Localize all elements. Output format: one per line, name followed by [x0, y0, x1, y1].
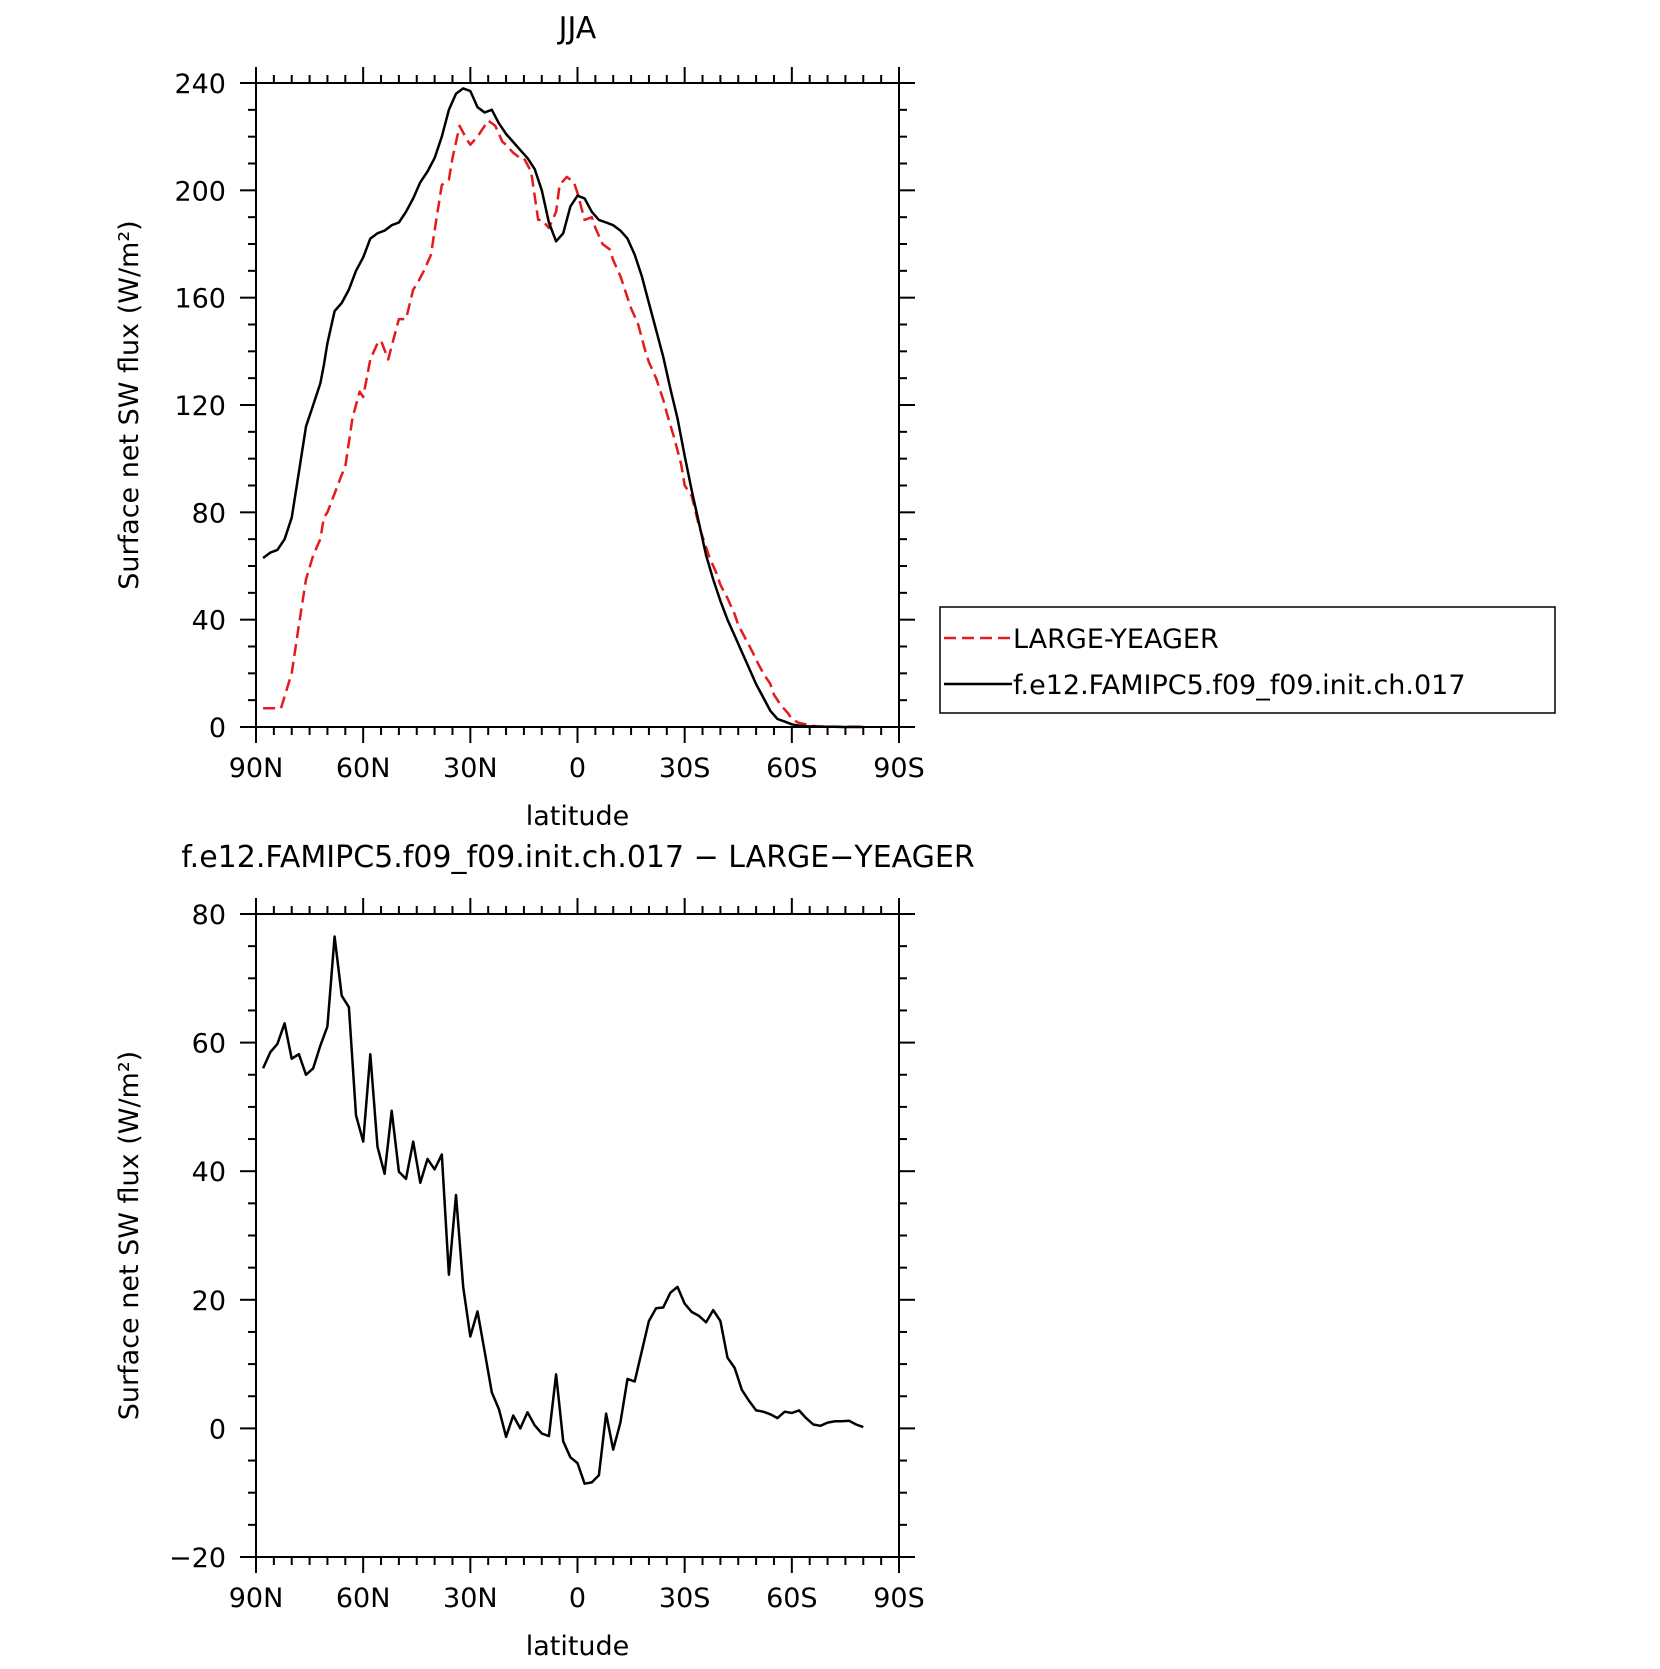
- x-tick-label: 60N: [336, 1583, 391, 1614]
- top-panel: JJA 90N 60N 30N 0 30S 60S 90S 0 40 80 120 160 200 240…: [114, 11, 1556, 832]
- series-line-1: [262, 87, 864, 729]
- bottom-panel: f.e12.FAMIPC5.f09_f09.init.ch.017 − LARG…: [114, 840, 975, 1662]
- bottom-tick-labels: 90N 60N 30N 0 30S 60S 90S −20 0 20 40 60 80: [169, 900, 925, 1614]
- top-ticks: [240, 67, 915, 743]
- y-tick-label: 60: [192, 1029, 226, 1060]
- x-tick-label: 90N: [229, 753, 284, 784]
- y-tick-label: 80: [192, 900, 226, 931]
- legend-label-large-yeager: LARGE-YEAGER: [1013, 624, 1219, 655]
- bottom-plot-frame: [255, 913, 900, 1558]
- x-tick-label: 30N: [443, 753, 498, 784]
- legend: LARGE-YEAGER f.e12.FAMIPC5.f09_f09.init.…: [939, 606, 1556, 714]
- bottom-chart-title: f.e12.FAMIPC5.f09_f09.init.ch.017 − LARG…: [181, 840, 974, 875]
- bottom-ticks: [240, 898, 915, 1573]
- y-tick-label: 20: [192, 1286, 226, 1317]
- top-series-lines: [262, 87, 864, 729]
- bottom-x-axis-label: latitude: [526, 1631, 630, 1662]
- y-tick-label: 40: [192, 1157, 226, 1188]
- x-tick-label: 90N: [229, 1583, 284, 1614]
- top-x-axis-label: latitude: [526, 801, 630, 832]
- legend-label-model: f.e12.FAMIPC5.f09_f09.init.ch.017: [1013, 670, 1466, 701]
- x-tick-label: 0: [569, 1583, 586, 1614]
- y-tick-label: 200: [174, 176, 226, 207]
- x-tick-label: 30S: [659, 1583, 711, 1614]
- x-tick-label: 30S: [659, 753, 711, 784]
- y-tick-label: 120: [174, 391, 226, 422]
- x-tick-label: 60N: [336, 753, 391, 784]
- bottom-y-axis-label: Surface net SW flux (W/m²): [114, 1051, 145, 1420]
- x-tick-label: 0: [569, 753, 586, 784]
- x-tick-label: 60S: [766, 753, 818, 784]
- top-chart-title: JJA: [557, 11, 597, 46]
- x-tick-label: 90S: [873, 753, 925, 784]
- bottom-series-lines: [261, 935, 864, 1485]
- x-tick-label: 90S: [873, 1583, 925, 1614]
- y-tick-label: 80: [192, 498, 226, 529]
- y-tick-label: −20: [169, 1543, 226, 1574]
- x-tick-label: 30N: [443, 1583, 498, 1614]
- y-tick-label: 40: [192, 606, 226, 637]
- top-tick-labels: 90N 60N 30N 0 30S 60S 90S 0 40 80 120 160 200 240: [174, 69, 924, 784]
- y-tick-label: 160: [174, 284, 226, 315]
- top-plot-frame: [255, 82, 900, 728]
- y-tick-label: 0: [209, 1414, 226, 1445]
- series-line-0: [261, 935, 864, 1485]
- legend-box: [939, 606, 1556, 714]
- series-line-0: [263, 119, 864, 729]
- y-tick-label: 240: [174, 69, 226, 100]
- top-y-axis-label: Surface net SW flux (W/m²): [114, 220, 145, 589]
- x-tick-label: 60S: [766, 1583, 818, 1614]
- y-tick-label: 0: [209, 713, 226, 744]
